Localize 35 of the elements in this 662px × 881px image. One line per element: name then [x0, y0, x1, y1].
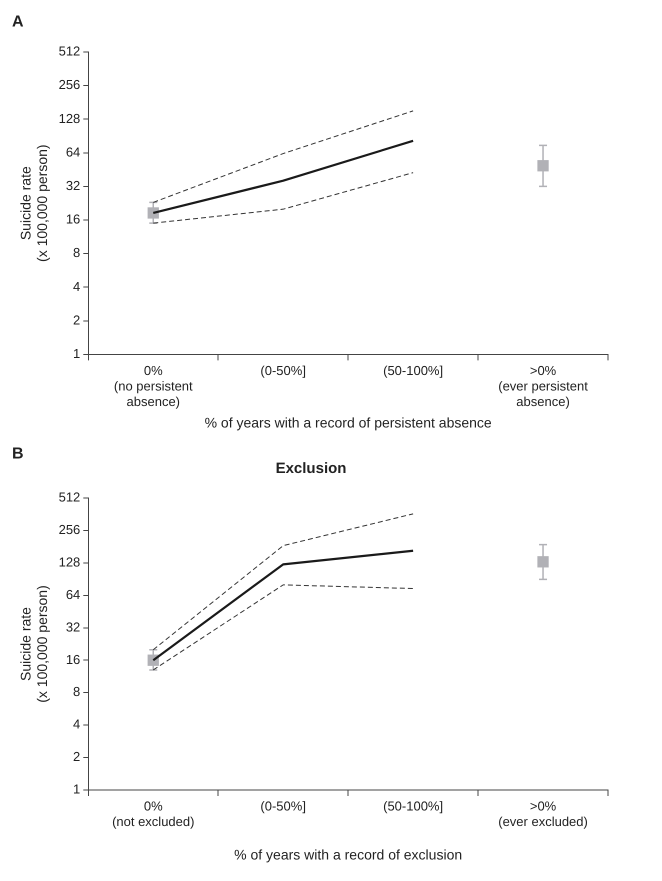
- y-tick-label: 2: [73, 749, 80, 764]
- x-tick-label: (50-100%]: [383, 798, 444, 814]
- y-tick-label: 32: [66, 619, 80, 634]
- y-tick-label: 256: [58, 522, 80, 538]
- y-tick-label: 128: [58, 110, 80, 126]
- y-tick-label: 8: [73, 245, 80, 260]
- y-tick-label: 4: [73, 716, 80, 732]
- x-tick-label: >0% (ever excluded): [498, 798, 588, 829]
- x-axis-title: % of years with a record of exclusion: [234, 846, 462, 862]
- y-tick-label: 128: [58, 554, 80, 570]
- x-tick-label: >0% (ever persistent absence): [498, 362, 588, 409]
- y-tick-label: 16: [66, 212, 80, 227]
- y-tick-label: 32: [66, 178, 80, 193]
- x-axis-title: % of years with a record of persistent absence: [204, 414, 492, 430]
- text: B: [12, 445, 24, 462]
- x-tick-label: 0% (not excluded): [112, 798, 194, 829]
- y-tick-label: 16: [66, 652, 80, 667]
- x-tick-label: (50-100%]: [383, 362, 444, 378]
- x-tick-label: (0-50%]: [260, 798, 306, 814]
- y-tick-label: 2: [73, 312, 80, 328]
- chart-title: Exclusion: [276, 460, 346, 478]
- y-tick-label: 4: [73, 278, 80, 294]
- y-axis-title: Suicide rate (x 100,000 person): [17, 585, 50, 703]
- y-tick-label: 1: [73, 782, 80, 797]
- y-tick-label: 512: [58, 44, 80, 59]
- y-tick-label: 1: [73, 346, 80, 361]
- y-tick-label: 64: [66, 144, 80, 160]
- y-tick-label: 8: [73, 684, 80, 700]
- y-axis-title: Suicide rate (x 100,000 person): [17, 144, 50, 262]
- y-tick-label: 64: [66, 586, 80, 602]
- y-tick-label: 512: [58, 490, 80, 505]
- y-tick-label: 256: [58, 77, 80, 92]
- x-tick-label: 0% (no persistent absence): [114, 362, 194, 409]
- text: A: [12, 13, 24, 30]
- x-tick-label: (0-50%]: [260, 362, 306, 378]
